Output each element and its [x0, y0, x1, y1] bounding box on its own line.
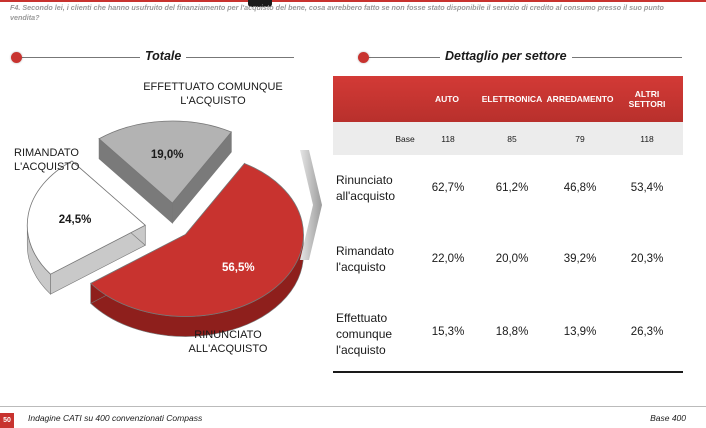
pie-slice-rinunciato-value: 56,5%: [222, 262, 255, 274]
pie-label-effettuato: EFFETTUATO COMUNQUE L'ACQUISTO: [143, 80, 283, 108]
pie-label-effettuato-line1: EFFETTUATO COMUNQUE: [143, 81, 283, 93]
table-cell: 53,4%: [630, 182, 664, 194]
pie-label-rimandato-line1: RIMANDATO: [14, 147, 79, 159]
top-rule: [0, 0, 706, 2]
pie-label-rinunciato-line1: RINUNCIATO: [194, 329, 262, 341]
table-cell: 26,3%: [630, 326, 664, 338]
row-label-rimandato: Rimandato l'acquisto: [336, 243, 394, 275]
row-label-rimandato-line1: Rimandato: [336, 244, 395, 258]
column-header-arredamento: ARREDAMENTO: [546, 94, 614, 104]
table-cell: 15,3%: [431, 326, 465, 338]
footer-source: Indagine CATI su 400 convenzionati Compa…: [28, 413, 203, 423]
column-header-elettronica: ELETTRONICA: [481, 94, 543, 104]
pie-slice-rimandato: 24,5%: [26, 160, 146, 295]
base-value-altri-settori: 118: [640, 133, 654, 144]
left-section-dot: [11, 52, 22, 63]
page-number: 50: [0, 413, 14, 428]
chevron-right-icon: [300, 150, 322, 260]
table-cell: 20,0%: [495, 253, 529, 265]
row-label-rinunciato-line1: Rinunciato: [336, 173, 393, 187]
row-label-rimandato-line2: l'acquisto: [336, 260, 386, 274]
pie-slice-effettuato-value: 19,0%: [151, 149, 184, 161]
column-header-auto: AUTO: [435, 94, 459, 104]
table-cell: 62,7%: [431, 182, 465, 194]
pie-chart: 19,0% 24,5% 56,5%: [26, 120, 304, 337]
top-fragment: [248, 0, 272, 7]
pie-label-rinunciato-line2: ALL'ACQUISTO: [188, 343, 268, 355]
pie-slice-rinunciato: 56,5%: [90, 162, 304, 337]
pie-slice-rimandato-value: 24,5%: [59, 214, 92, 226]
right-section-dot: [358, 52, 369, 63]
row-label-effettuato-line1: Effettuato: [336, 311, 388, 325]
base-label: Base: [395, 133, 415, 144]
table-cell: 13,9%: [563, 326, 597, 338]
pie-label-rimandato-line2: L'ACQUISTO: [14, 161, 80, 173]
base-row: [333, 122, 683, 155]
pie-slice-effettuato: 19,0%: [98, 120, 233, 224]
pie-label-effettuato-line2: L'ACQUISTO: [180, 95, 246, 107]
table-cell: 20,3%: [630, 253, 664, 265]
pie-label-rinunciato: RINUNCIATO ALL'ACQUISTO: [188, 328, 268, 356]
row-label-effettuato-line3: l'acquisto: [336, 343, 386, 357]
table-header: [333, 76, 683, 122]
table-cell: 61,2%: [495, 182, 529, 194]
footer-base: Base 400: [650, 413, 686, 423]
base-value-auto: 118: [441, 133, 455, 144]
table-cell: 18,8%: [495, 326, 529, 338]
question-text: F4. Secondo lei, i clienti che hanno usu…: [10, 3, 664, 22]
base-value-arredamento: 79: [575, 133, 585, 144]
table-cell: 22,0%: [431, 253, 465, 265]
right-section-title: Dettaglio per settore: [440, 49, 572, 63]
table-cell: 39,2%: [563, 253, 597, 265]
row-label-rinunciato: Rinunciato all'acquisto: [336, 172, 395, 204]
pie-label-rimandato: RIMANDATO L'ACQUISTO: [14, 146, 79, 174]
column-header-altri-settori: ALTRI SETTORI: [628, 89, 666, 109]
base-value-elettronica: 85: [507, 133, 517, 144]
row-label-effettuato-line2: comunque: [336, 327, 393, 341]
row-label-rinunciato-line2: all'acquisto: [336, 189, 395, 203]
left-section-title: Totale: [140, 49, 187, 63]
table-bottom-rule: [333, 371, 683, 373]
row-label-effettuato: Effettuato comunque l'acquisto: [336, 310, 392, 358]
table-cell: 46,8%: [563, 182, 597, 194]
footer-rule: [0, 406, 706, 407]
